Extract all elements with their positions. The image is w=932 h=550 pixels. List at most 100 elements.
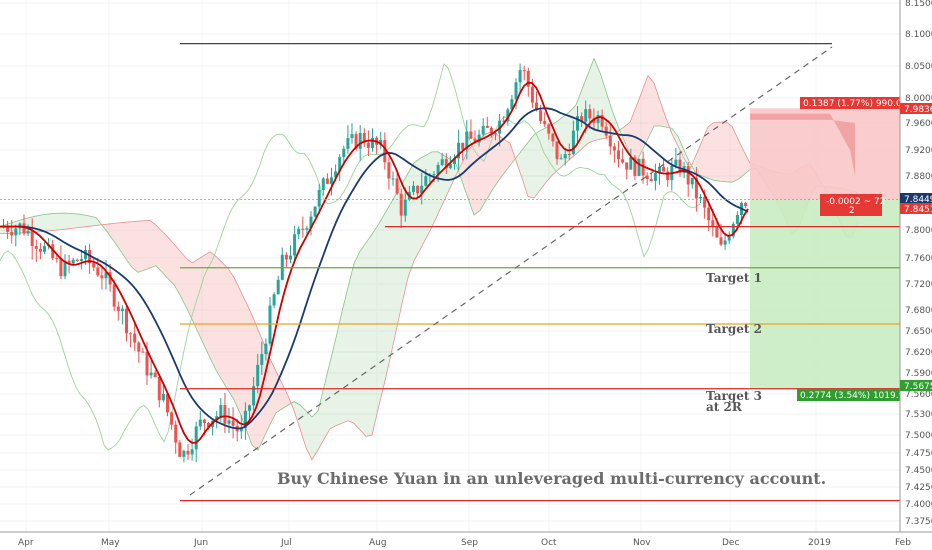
y-tick-label: 7.8800 [905,172,932,182]
candle-body [342,148,346,158]
candle-body [510,99,514,110]
candle-body [125,308,128,334]
candle-body [157,376,161,401]
candle-body [317,189,321,207]
candle-body [715,226,719,238]
y-tick-label: 7.7200 [905,280,932,290]
candle-body [170,412,174,425]
candle-body [629,157,633,170]
candle-body [182,450,186,457]
candle-body [301,228,305,230]
candle-body [448,164,452,169]
candle-body [465,131,469,150]
y-tick-label: 7.4250 [905,483,932,493]
y-tick-label: 7.6800 [905,306,932,316]
y-tick-label: 7.8000 [905,226,932,236]
candle-body [551,133,555,142]
candle-body [51,244,55,259]
candle-body [662,166,666,172]
candle-body [223,405,227,424]
candle-body [166,393,169,413]
y-axis: 8.1500 8.1000 8.0500 8.0000 7.9600 7.9200 7.88… [905,0,932,527]
y-tick-label: 7.3750 [905,517,932,527]
target-info-label: 0.2774 (3.54%) 1019.9 [797,389,905,401]
candle-body [567,154,571,156]
candle-body [416,185,420,194]
candle-body [686,166,690,185]
candle-body [198,419,202,427]
candle-body [469,131,473,139]
candle-body [477,134,481,143]
candle-body [243,410,247,429]
stop-info-label: 0.1387 (1.77%) 990.01 [800,97,907,109]
candle-body [559,158,563,160]
candle-body [690,177,694,185]
x-tick-label: Aug [369,538,387,548]
candle-body [100,275,104,279]
candle-body [395,178,399,194]
candle-body [88,249,92,264]
candle-body [84,249,87,260]
candle-body [55,258,59,260]
candle-body [658,166,661,173]
candle-body [321,178,325,190]
candle-body [518,70,522,83]
candle-body [293,234,297,256]
candle-body [186,450,190,455]
candle-body [604,126,608,136]
chart-headline: Buy Chinese Yuan in an unleveraged multi… [277,469,826,488]
candle-body [26,231,30,234]
candle-body [506,109,510,122]
candle-body [22,223,26,234]
candle-body [387,162,391,179]
candle-body [92,263,96,268]
annotation-target-3: Target 3 [706,389,762,403]
trend-line [189,46,833,496]
x-tick-label: Oct [541,538,557,548]
candle-body [412,185,415,192]
candle-body [584,109,588,122]
horizontal-levels [0,42,900,502]
x-tick-label: Jun [193,538,208,548]
position-zones [750,108,900,389]
candle-body [284,254,288,260]
candle-body [555,141,559,159]
y-tick-label: 7.7600 [905,254,932,264]
candle-body [612,146,616,151]
candle-body [248,405,251,411]
candle-body [330,177,333,184]
candle-body [178,442,182,457]
moving-averages [0,81,749,444]
x-tick-label: 2019 [808,538,831,548]
candle-body [260,354,264,365]
candle-body [637,158,641,176]
price-badge-label: 7.8451 [904,205,932,215]
candle-body [653,172,657,181]
candle-body [104,272,108,279]
y-tick-label: 7.5000 [905,431,932,441]
candle-body [14,228,18,236]
candle-body [489,127,493,134]
y-tick-label: 7.6500 [905,327,932,337]
candle-body [457,142,461,159]
candle-body [621,159,625,163]
candle-body [67,260,71,264]
y-tick-label: 7.5600 [905,390,932,400]
candle-body [354,134,358,149]
price-badge-label: 7.5675 [904,382,932,392]
y-tick-label: 7.4500 [905,466,932,476]
candle-body [112,284,116,307]
annotation-target-1: Target 1 [706,271,762,285]
candle-body [272,294,276,306]
y-tick-label: 7.9200 [905,146,932,156]
candle-body [141,351,145,353]
x-tick-label: Feb [895,538,911,548]
candle-body [129,333,133,335]
slow-ma-line [0,107,749,430]
candle-body [362,133,366,143]
svg-text:0.1387 (1.77%) 990.01: 0.1387 (1.77%) 990.01 [803,99,907,109]
candle-body [485,125,489,128]
candle-body [96,267,100,276]
candle-body [543,121,547,125]
annotation-at-2r: at 2R [706,400,743,414]
